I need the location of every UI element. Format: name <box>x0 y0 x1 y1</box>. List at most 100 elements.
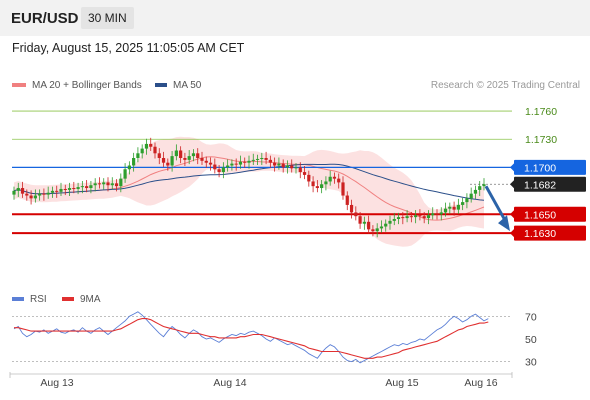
candle-body <box>422 216 426 219</box>
level-label-3: 1.1682 <box>524 179 556 191</box>
candle-body <box>144 143 149 149</box>
candle-body <box>106 182 110 186</box>
candle-body <box>50 190 55 193</box>
level-tag-pointer-4 <box>510 210 514 219</box>
candle-body <box>63 188 67 190</box>
candle-body <box>247 160 251 163</box>
candle-body <box>46 192 50 195</box>
candle-body <box>16 188 20 191</box>
candle-body <box>435 213 439 215</box>
candle-body <box>349 204 354 213</box>
candle-body <box>414 215 418 218</box>
candle-body <box>337 178 341 183</box>
candle-body <box>234 163 238 165</box>
candle-body <box>161 158 166 163</box>
candle-body <box>307 174 311 182</box>
level-tag-3: 1.1682 <box>510 176 586 192</box>
candle-body <box>25 193 29 196</box>
candle-body <box>85 186 89 189</box>
candle-body <box>183 158 187 160</box>
candle-body <box>132 158 136 166</box>
candle-body <box>371 229 375 232</box>
candle-body <box>396 217 401 219</box>
level-label-1: 1.1730 <box>525 134 557 146</box>
rsi-tick-label-0: 70 <box>525 311 537 323</box>
candle-body <box>358 216 362 224</box>
candle-body <box>375 228 379 232</box>
interval-badge[interactable]: 30 MIN <box>81 7 134 29</box>
candle-body <box>367 221 371 230</box>
candle-body <box>33 195 37 199</box>
candle-body <box>401 217 405 219</box>
candle-body <box>187 156 191 160</box>
level-tag-pointer-2 <box>510 163 514 172</box>
level-label-2: 1.1700 <box>524 162 556 174</box>
candle-body <box>456 204 460 210</box>
candle-body <box>243 161 247 163</box>
legend-ma20-swatch <box>12 83 26 88</box>
candle-body <box>166 162 170 166</box>
ma50-line <box>13 163 485 201</box>
candle-body <box>362 221 366 224</box>
candle-body <box>110 183 114 186</box>
candle-body <box>213 164 217 170</box>
x-tick-label-3: Aug 16 <box>464 377 497 389</box>
candle-body <box>191 153 196 157</box>
candle-body <box>119 178 123 187</box>
candle-body <box>149 143 153 147</box>
candle-body <box>114 183 119 187</box>
candle-body <box>298 167 302 173</box>
candle-body <box>12 190 16 195</box>
candle-body <box>174 150 178 157</box>
candle-body <box>277 163 281 166</box>
projection-arrow-shaft <box>484 185 508 223</box>
level-label-5: 1.1630 <box>524 228 556 240</box>
level-tag-5: 1.1630 <box>510 225 586 241</box>
candle-body <box>268 159 272 163</box>
candle-body <box>153 146 157 154</box>
level-tag-bg-2 <box>514 159 586 175</box>
rsi-tick-label-1: 50 <box>525 334 537 346</box>
candle-body <box>67 188 72 190</box>
candle-body <box>426 215 431 219</box>
level-tag-4: 1.1650 <box>510 206 586 222</box>
candle-body <box>251 159 255 161</box>
projection-arrow-head <box>498 215 510 232</box>
candle-body <box>294 167 298 169</box>
candle-body <box>230 163 234 166</box>
candle-body <box>208 162 213 165</box>
legend-9ma: 9MA <box>62 294 101 305</box>
candle-body <box>157 153 161 158</box>
candle-body <box>127 165 131 170</box>
candle-body <box>102 182 106 185</box>
candle-body <box>465 198 469 203</box>
candle-body <box>469 193 473 199</box>
level-label-4: 1.1650 <box>524 209 556 221</box>
candle-body <box>196 153 200 158</box>
legend-ma50: MA 50 <box>155 80 201 91</box>
level-tag-pointer-3 <box>510 180 514 189</box>
candle-body <box>170 156 174 166</box>
candle-body <box>255 158 260 160</box>
legend-rsi-label: RSI <box>30 294 47 305</box>
candle-body <box>418 215 422 217</box>
candle-body <box>482 184 486 187</box>
legend-ma50-label: MA 50 <box>173 80 202 91</box>
rsi-9ma-line <box>14 318 489 359</box>
candle-body <box>80 186 84 188</box>
candle-body <box>281 163 285 168</box>
candle-body <box>72 188 76 190</box>
header-bar: EUR/USD 30 MIN <box>0 0 590 36</box>
legend-9ma-label: 9MA <box>80 294 101 305</box>
level-tag-2: 1.1700 <box>510 159 586 175</box>
legend-rsi: RSI <box>12 294 47 305</box>
level-tag-bg-4 <box>514 206 586 222</box>
legend-ma20: MA 20 + Bollinger Bands <box>12 80 142 91</box>
level-tag-pointer-5 <box>510 229 514 238</box>
candle-body <box>93 183 97 186</box>
candle-body <box>76 187 80 189</box>
candle-body <box>320 184 324 189</box>
candle-body <box>140 148 144 154</box>
